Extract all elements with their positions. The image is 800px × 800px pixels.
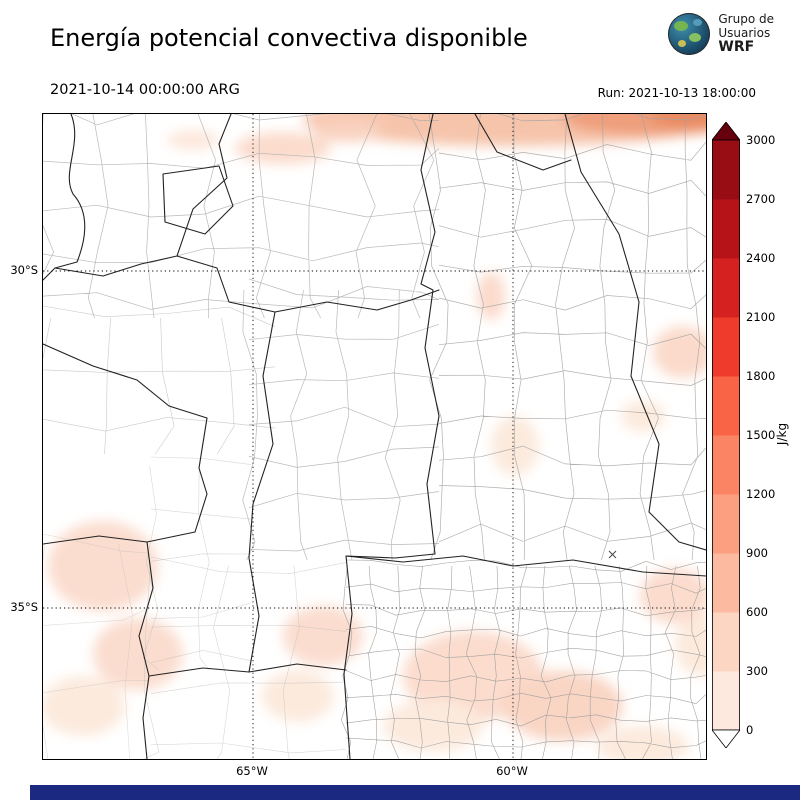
valid-time-label: 2021-10-14 00:00:00 ARG <box>50 82 240 98</box>
lat-label-30s: 30°S <box>10 263 38 277</box>
colorbar-tick-label: 1200 <box>746 487 776 501</box>
logo-line-wrf: WRF <box>718 39 755 55</box>
wrf-logo: Grupo de Usuarios WRF <box>668 12 774 55</box>
page-title: Energía potencial convectiva disponible <box>50 24 528 52</box>
colorbar-tick-label: 1800 <box>746 369 776 383</box>
map-canvas <box>42 113 707 760</box>
logo-line-2: Usuarios <box>718 25 771 40</box>
colorbar-tick-label: 0 <box>746 723 754 737</box>
department-boundaries <box>43 114 706 759</box>
colorbar-tick-label: 2100 <box>746 310 776 324</box>
globe-icon <box>668 13 711 55</box>
lon-label-65w: 65°W <box>236 764 268 778</box>
logo-line-1: Grupo de <box>718 12 774 26</box>
colorbar-tick-label: 300 <box>746 664 768 678</box>
colorbar <box>712 122 740 748</box>
lon-label-60w: 60°W <box>496 764 528 778</box>
lat-label-35s: 35°S <box>10 600 38 614</box>
province-borders <box>43 114 706 759</box>
run-time-label: Run: 2021-10-13 18:00:00 <box>597 86 756 100</box>
colorbar-tick-label: 3000 <box>746 133 776 147</box>
logo-text: Grupo de Usuarios WRF <box>718 12 774 55</box>
colorbar-tick-label: 600 <box>746 605 768 619</box>
colorbar-tick-label: 1500 <box>746 428 776 442</box>
geography-svg <box>43 114 706 759</box>
colorbar-tick-label: 2700 <box>746 192 776 206</box>
footer-bar <box>30 785 800 800</box>
colorbar-units-label: J/kg <box>775 422 789 446</box>
city-marker <box>608 550 617 559</box>
colorbar-tick-label: 900 <box>746 546 768 560</box>
cape-shading <box>43 114 706 759</box>
colorbar-tick-label: 2400 <box>746 251 776 265</box>
